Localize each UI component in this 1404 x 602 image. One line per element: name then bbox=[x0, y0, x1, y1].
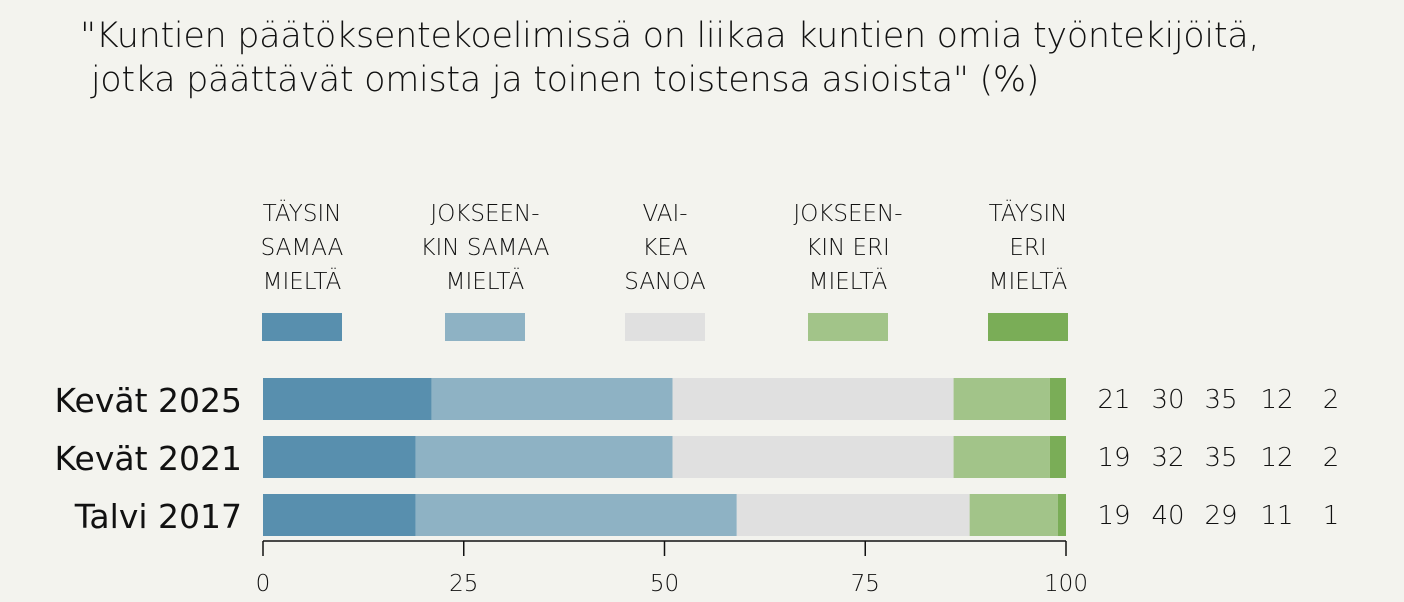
category-label: Talvi 2017 bbox=[74, 497, 242, 536]
data-label: 19 bbox=[1097, 443, 1130, 473]
legend-label: KIN SAMAA bbox=[420, 235, 549, 261]
bar-segment bbox=[263, 378, 432, 420]
x-tick-label: 0 bbox=[256, 571, 271, 597]
bar-segment bbox=[263, 436, 416, 478]
data-label: 32 bbox=[1151, 443, 1184, 473]
legend-swatch bbox=[988, 313, 1068, 341]
x-tick-label: 50 bbox=[650, 571, 679, 597]
data-label: 2 bbox=[1323, 443, 1340, 473]
bar-segment bbox=[969, 494, 1058, 536]
data-label: 35 bbox=[1204, 443, 1237, 473]
bar-segment bbox=[1049, 436, 1066, 478]
legend-label: JOKSEEN- bbox=[793, 201, 902, 227]
bar-segment bbox=[953, 436, 1050, 478]
bar-segment bbox=[415, 436, 673, 478]
data-label: 2 bbox=[1323, 385, 1340, 415]
chart-title: "Kuntien päätöksentekoelimissä on liikaa… bbox=[80, 14, 1260, 102]
legend-label: MIELTÄ bbox=[446, 267, 525, 295]
title-line-2: jotka päättävät omista ja toinen toisten… bbox=[80, 60, 1040, 100]
data-label: 29 bbox=[1204, 501, 1237, 531]
bar-segment bbox=[736, 494, 970, 536]
title-line-1: "Kuntien päätöksentekoelimissä on liikaa… bbox=[80, 16, 1260, 56]
legend-label: SAMAA bbox=[261, 235, 344, 261]
bar-segment bbox=[1057, 494, 1066, 536]
legend-label: TÄYSIN bbox=[263, 199, 342, 227]
bar-segment bbox=[415, 494, 737, 536]
bar-segment bbox=[263, 494, 416, 536]
legend-label: TÄYSIN bbox=[989, 199, 1068, 227]
legend-label: KEA bbox=[642, 235, 687, 261]
x-tick-label: 25 bbox=[449, 571, 478, 597]
data-label: 21 bbox=[1097, 385, 1130, 415]
legend-swatch bbox=[625, 313, 705, 341]
bar-segment bbox=[431, 378, 673, 420]
legend-label: ERI bbox=[1009, 235, 1046, 261]
legend-label: MIELTÄ bbox=[989, 267, 1068, 295]
bar-segment bbox=[672, 436, 954, 478]
legend-swatch bbox=[445, 313, 525, 341]
data-label: 12 bbox=[1260, 443, 1293, 473]
legend-label: KIN ERI bbox=[806, 235, 890, 261]
legend-swatch bbox=[808, 313, 888, 341]
bar-segment bbox=[672, 378, 954, 420]
x-tick-label: 75 bbox=[851, 571, 880, 597]
bar-segment bbox=[1049, 378, 1066, 420]
data-label: 11 bbox=[1260, 501, 1293, 531]
x-tick-label: 100 bbox=[1044, 571, 1088, 597]
legend-swatch bbox=[262, 313, 342, 341]
data-label: 40 bbox=[1151, 501, 1184, 531]
data-label: 12 bbox=[1260, 385, 1293, 415]
legend-label: JOKSEEN- bbox=[430, 201, 539, 227]
data-label: 19 bbox=[1097, 501, 1130, 531]
bar-segment bbox=[953, 378, 1050, 420]
legend-label: SANOA bbox=[624, 269, 705, 295]
data-label: 1 bbox=[1323, 501, 1340, 531]
category-label: Kevät 2025 bbox=[55, 381, 242, 420]
data-label: 30 bbox=[1151, 385, 1184, 415]
legend-label: MIELTÄ bbox=[263, 267, 342, 295]
data-label: 35 bbox=[1204, 385, 1237, 415]
legend-label: VAI- bbox=[642, 201, 687, 227]
legend-label: MIELTÄ bbox=[809, 267, 888, 295]
category-label: Kevät 2021 bbox=[55, 439, 242, 478]
